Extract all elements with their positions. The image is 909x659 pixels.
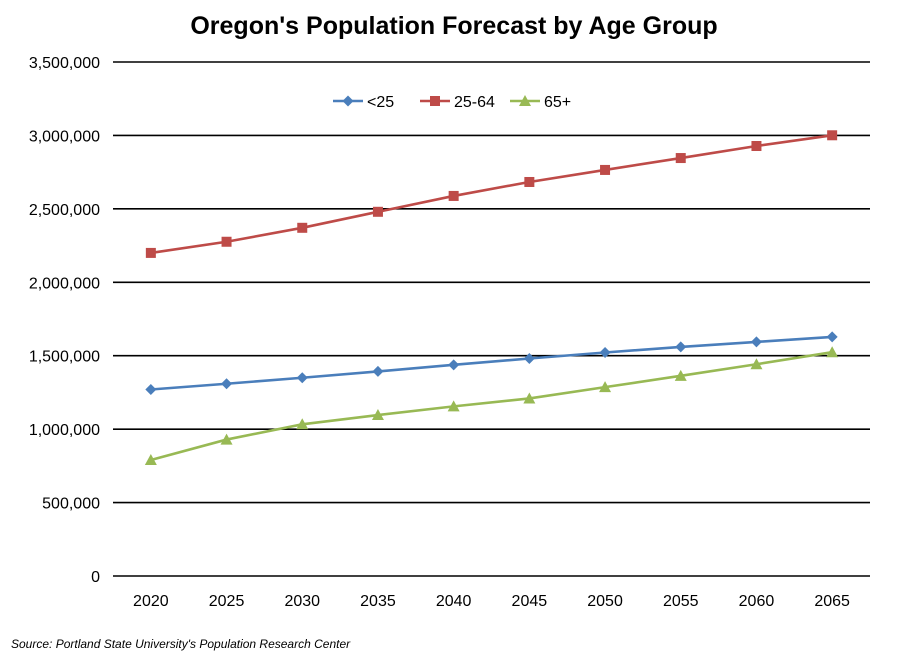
series-line xyxy=(150,350,833,462)
data-point xyxy=(599,381,612,393)
data-point xyxy=(448,359,460,371)
series-group xyxy=(144,130,839,465)
series-1 xyxy=(145,130,838,258)
data-point xyxy=(750,358,763,370)
x-tick-label: 2065 xyxy=(814,593,850,610)
data-point xyxy=(827,130,838,141)
legend-marker xyxy=(430,96,440,106)
data-point xyxy=(523,353,535,365)
data-point xyxy=(297,222,308,233)
data-point xyxy=(220,433,233,445)
y-tick-label: 3,000,000 xyxy=(29,128,100,145)
data-point xyxy=(826,331,838,343)
data-point xyxy=(750,336,762,348)
data-point xyxy=(371,409,384,421)
x-tick-label: 2020 xyxy=(133,593,169,610)
chart-title: Oregon's Population Forecast by Age Grou… xyxy=(190,12,717,40)
series-2 xyxy=(144,346,839,465)
x-tick-label: 2050 xyxy=(587,593,623,610)
data-point xyxy=(675,341,687,353)
data-point xyxy=(674,369,687,381)
legend-marker xyxy=(519,95,531,106)
series-line xyxy=(150,335,833,391)
data-point xyxy=(751,141,762,152)
x-tick-label: 2045 xyxy=(512,593,548,610)
legend-marker xyxy=(342,95,354,107)
data-point xyxy=(599,346,611,358)
y-tick-label: 500,000 xyxy=(42,496,100,513)
y-axis-ticks: 0 500,000 1,000,000 1,500,000 2,000,000 2,500… xyxy=(29,55,100,586)
data-point xyxy=(524,176,535,187)
y-tick-label: 3,500,000 xyxy=(29,55,100,72)
data-point xyxy=(448,190,459,201)
x-tick-label: 2055 xyxy=(663,593,699,610)
data-point xyxy=(144,453,157,465)
gridlines xyxy=(113,61,870,577)
source-note: Source: Portland State University's Popu… xyxy=(11,637,351,651)
legend-label: 65+ xyxy=(544,94,571,111)
x-tick-label: 2060 xyxy=(739,593,775,610)
legend-label: <25 xyxy=(367,94,394,111)
y-tick-label: 1,500,000 xyxy=(29,349,100,366)
data-point xyxy=(145,247,156,258)
x-axis-ticks: 2020 2025 2030 2035 2040 2045 2050 2055 2060 2065 xyxy=(133,593,850,610)
y-tick-label: 1,000,000 xyxy=(29,422,100,439)
data-point xyxy=(372,365,384,377)
y-tick-label: 2,500,000 xyxy=(29,202,100,219)
x-tick-label: 2030 xyxy=(284,593,320,610)
legend: <25 25-64 65+ xyxy=(333,94,571,111)
y-tick-label: 0 xyxy=(91,569,100,586)
x-tick-label: 2035 xyxy=(360,593,396,610)
y-tick-label: 2,000,000 xyxy=(29,275,100,292)
series-0 xyxy=(145,331,838,395)
data-point xyxy=(600,164,611,175)
data-point xyxy=(826,346,839,358)
series-line xyxy=(150,133,833,255)
data-point xyxy=(221,236,232,247)
legend-label: 25-64 xyxy=(454,94,495,111)
data-point xyxy=(296,418,309,430)
data-point xyxy=(523,392,536,404)
data-point xyxy=(372,206,383,217)
x-tick-label: 2025 xyxy=(209,593,245,610)
data-point xyxy=(221,378,233,390)
data-point xyxy=(296,372,308,384)
data-point xyxy=(447,400,460,412)
x-tick-label: 2040 xyxy=(436,593,472,610)
data-point xyxy=(145,383,157,395)
data-point xyxy=(675,153,686,164)
